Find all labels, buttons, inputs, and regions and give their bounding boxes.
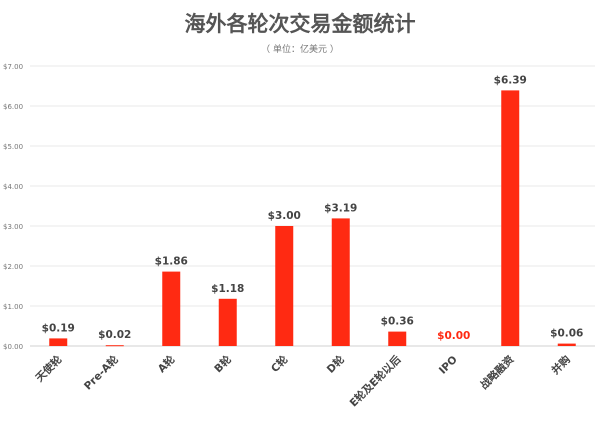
chart-title: 海外各轮次交易金额统计 <box>184 12 416 36</box>
y-tick-label: $5.00 <box>3 143 23 151</box>
x-tick-label: E轮及E轮以后 <box>347 353 404 410</box>
data-label: $1.86 <box>155 256 188 268</box>
bar <box>105 345 124 347</box>
x-tick-label: 并购 <box>549 353 573 377</box>
x-tick-label: C轮 <box>268 353 290 375</box>
x-tick-label: 战略融资 <box>477 353 516 392</box>
x-tick-label: 天使轮 <box>33 353 65 385</box>
y-tick-label: $2.00 <box>3 263 23 271</box>
y-tick-label: $4.00 <box>3 183 23 191</box>
bar <box>557 343 576 346</box>
data-label: $0.36 <box>381 316 414 328</box>
data-label: $0.06 <box>550 328 583 340</box>
x-tick-label: IPO <box>437 354 460 377</box>
x-tick-label: Pre-A轮 <box>81 353 121 393</box>
chart-subtitle: （ 单位：亿美元 ） <box>261 45 339 55</box>
y-tick-label: $1.00 <box>3 303 23 311</box>
data-label: $0.00 <box>437 330 470 342</box>
bar <box>275 226 294 346</box>
x-tick-label: B轮 <box>212 353 235 376</box>
y-tick-label: $6.00 <box>3 103 23 111</box>
data-label: $0.02 <box>98 329 131 341</box>
y-tick-label: $0.00 <box>3 343 23 351</box>
x-tick-label: A轮 <box>155 353 178 376</box>
data-label: $3.00 <box>268 210 301 222</box>
y-tick-label: $3.00 <box>3 223 23 231</box>
data-label: $0.19 <box>42 322 75 334</box>
y-tick-label: $7.00 <box>3 63 23 71</box>
bar <box>501 90 520 347</box>
x-tick-label: D轮 <box>324 353 347 376</box>
bar <box>331 218 350 346</box>
bar <box>162 271 181 346</box>
data-label: $1.18 <box>211 283 244 295</box>
bar <box>388 331 407 346</box>
bar <box>49 338 68 346</box>
data-label: $3.19 <box>324 202 357 214</box>
data-label: $6.39 <box>494 74 527 86</box>
bar <box>218 298 237 346</box>
